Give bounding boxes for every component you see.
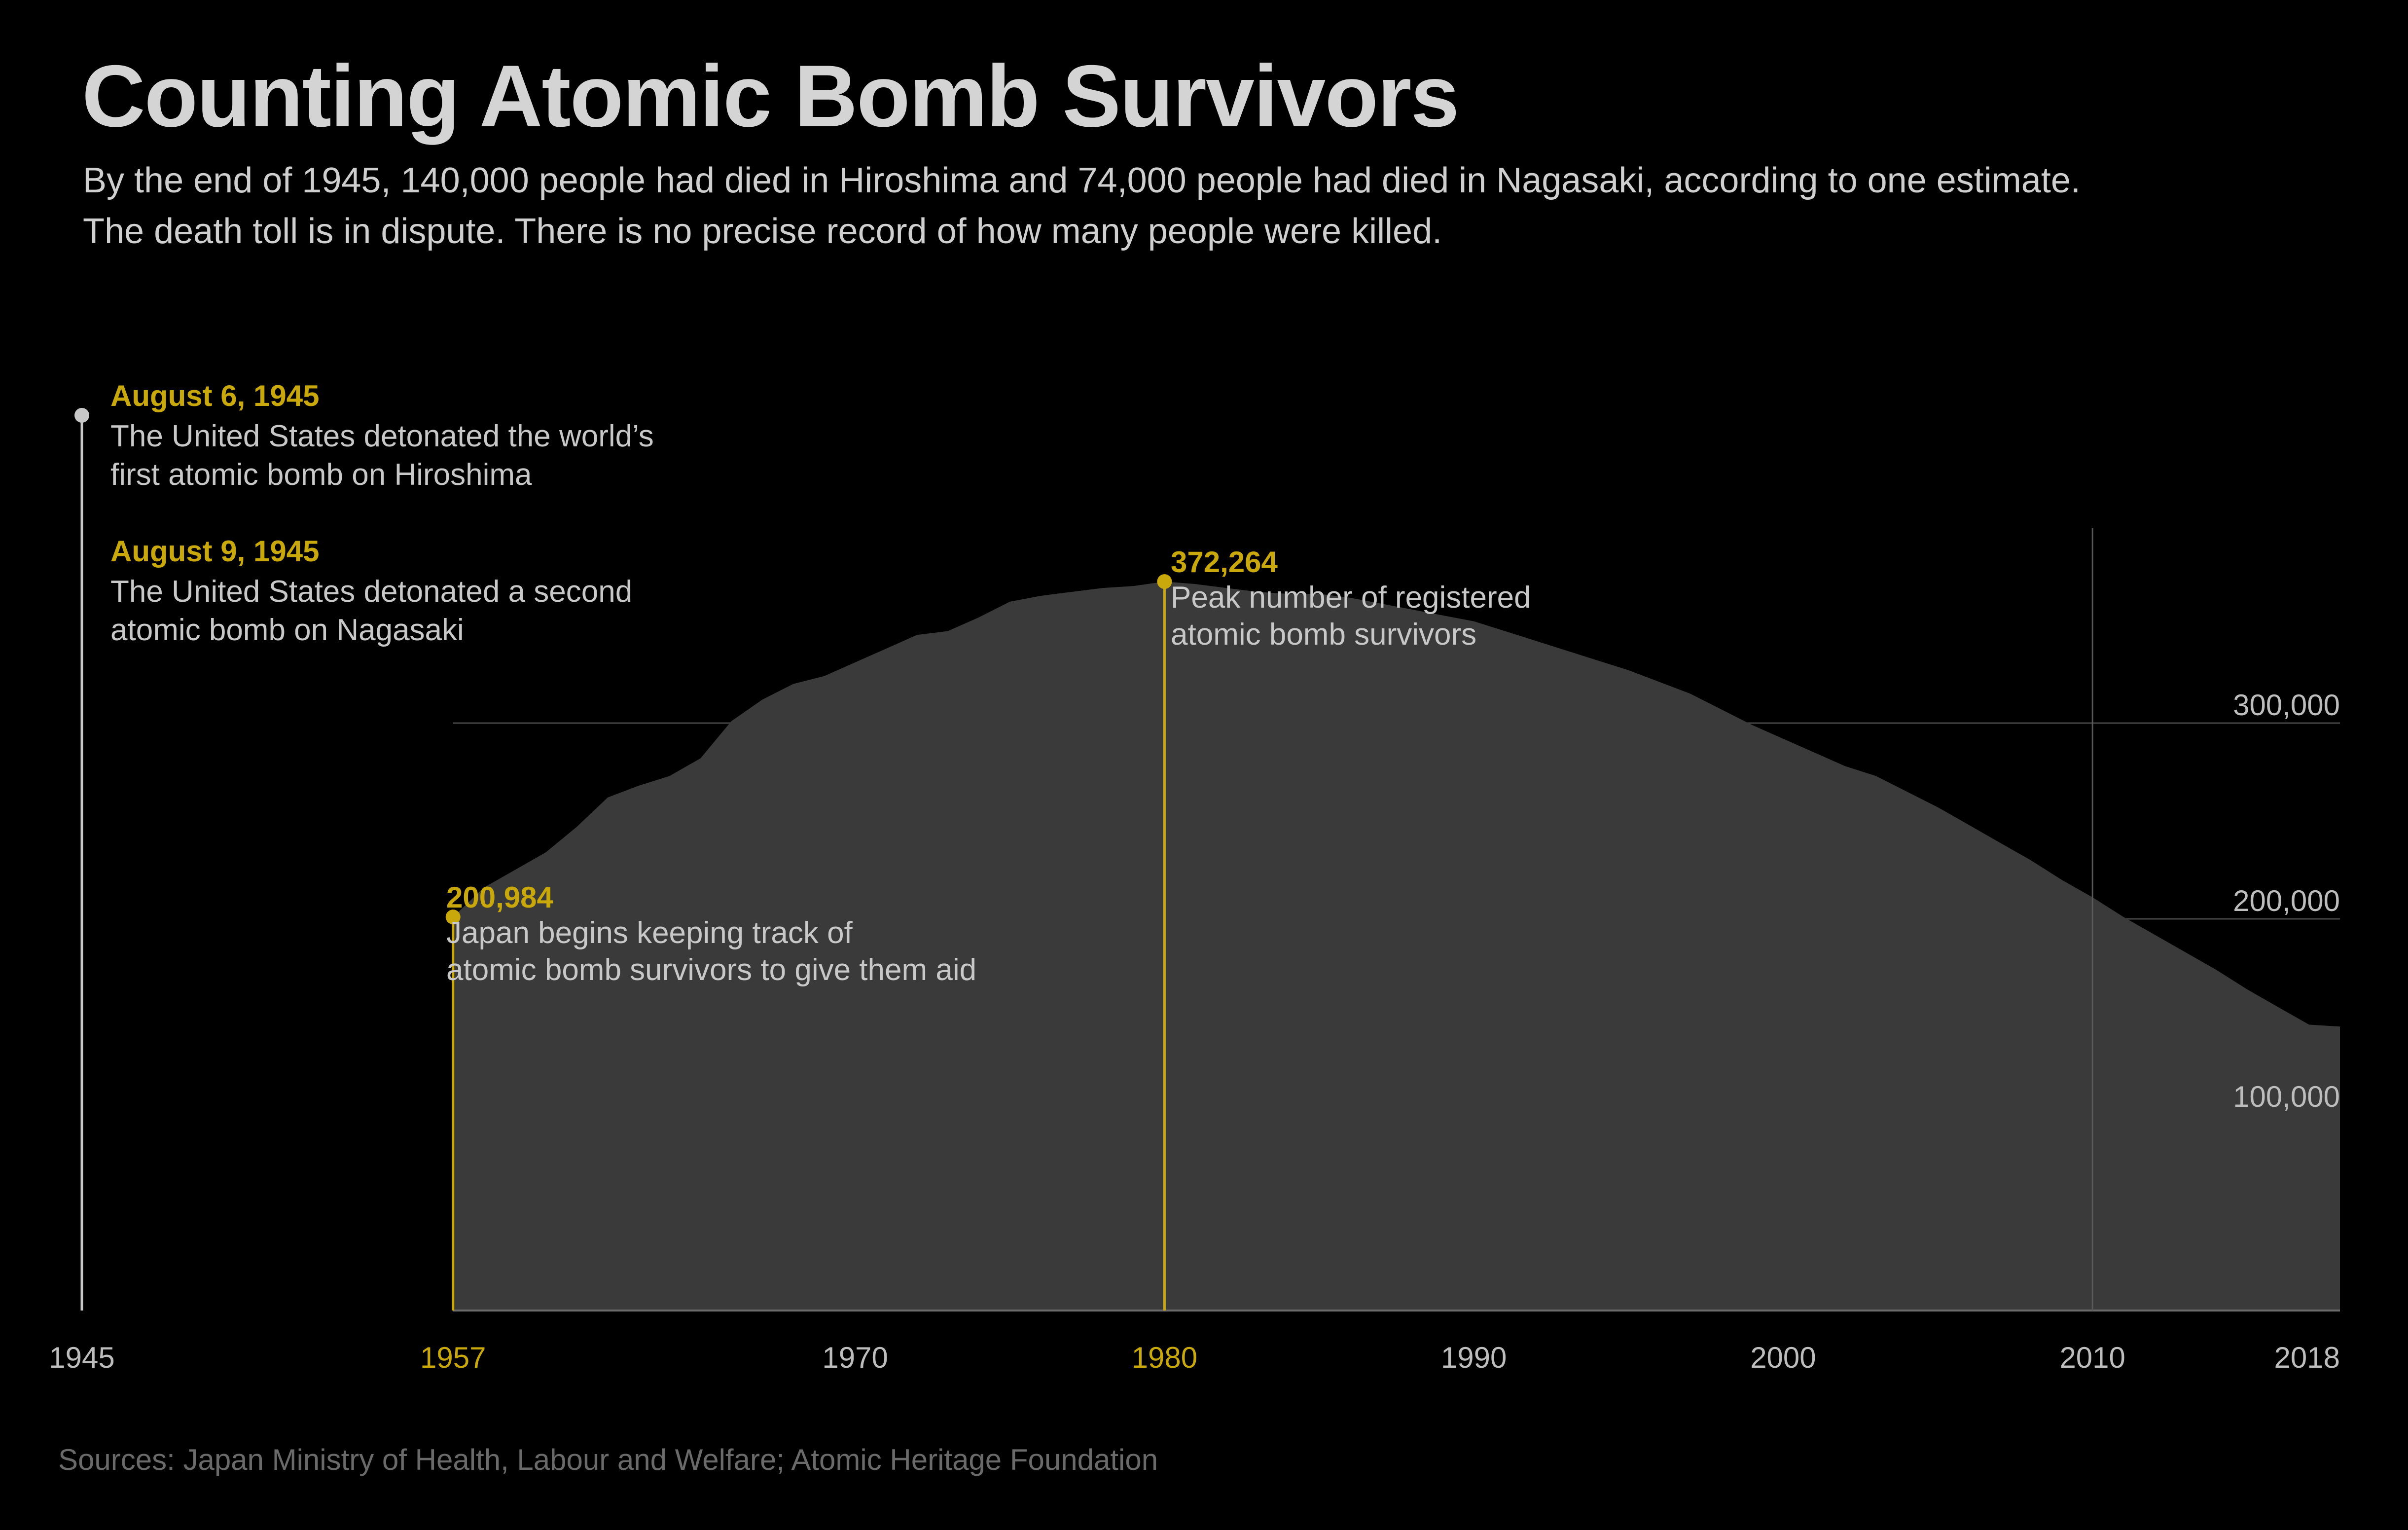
x-tick-label: 2018 xyxy=(2274,1341,2340,1374)
annotation-text: Japan begins keeping track of xyxy=(446,916,853,950)
source-note: Sources: Japan Ministry of Health, Labou… xyxy=(58,1443,1158,1476)
event-marker-1945 xyxy=(74,408,89,423)
annotation-text: atomic bomb survivors xyxy=(1171,618,1476,652)
annotation-text: atomic bomb survivors to give them aid xyxy=(446,953,976,987)
chart-title: Counting Atomic Bomb Survivors xyxy=(82,47,1459,145)
x-tick-label: 1970 xyxy=(822,1341,888,1374)
y-tick-label: 100,000 xyxy=(2233,1080,2340,1113)
annotation-text: first atomic bomb on Hiroshima xyxy=(110,458,532,492)
chart-subtitle-line-2: The death toll is in dispute. There is n… xyxy=(83,212,1442,251)
chart-subtitle-line-1: By the end of 1945, 140,000 people had d… xyxy=(83,161,2081,200)
annotation-date: August 6, 1945 xyxy=(110,379,320,412)
annotation-text: Peak number of registered xyxy=(1171,581,1531,615)
y-tick-label: 200,000 xyxy=(2233,884,2340,917)
x-tick-label: 2000 xyxy=(1750,1341,1816,1374)
x-tick-label: 1945 xyxy=(49,1341,114,1374)
x-tick-label: 2010 xyxy=(2059,1341,2125,1374)
annotation-value: 200,984 xyxy=(446,881,554,914)
annotation-text: The United States detonated the world’s xyxy=(110,419,654,453)
annotation-value: 372,264 xyxy=(1171,546,1278,579)
survivors-area xyxy=(453,582,2340,1311)
overlay-layer xyxy=(453,528,2340,1311)
annotation-layer: August 6, 1945 The United States detonate… xyxy=(74,379,1531,1311)
tick-layer: 100,000 200,000 300,000 1945 1957 1970 1980 199… xyxy=(49,689,2340,1374)
annotation-text: The United States detonated a second xyxy=(110,575,632,609)
x-tick-label: 1980 xyxy=(1132,1341,1197,1374)
x-tick-label: 1990 xyxy=(1441,1341,1507,1374)
peak-1980-point xyxy=(1157,574,1172,589)
annotation-text: atomic bomb on Nagasaki xyxy=(110,613,464,647)
y-tick-label: 300,000 xyxy=(2233,689,2340,722)
start-1957-point xyxy=(445,910,461,925)
annotation-date: August 9, 1945 xyxy=(110,535,320,568)
x-tick-label: 1957 xyxy=(420,1341,486,1374)
